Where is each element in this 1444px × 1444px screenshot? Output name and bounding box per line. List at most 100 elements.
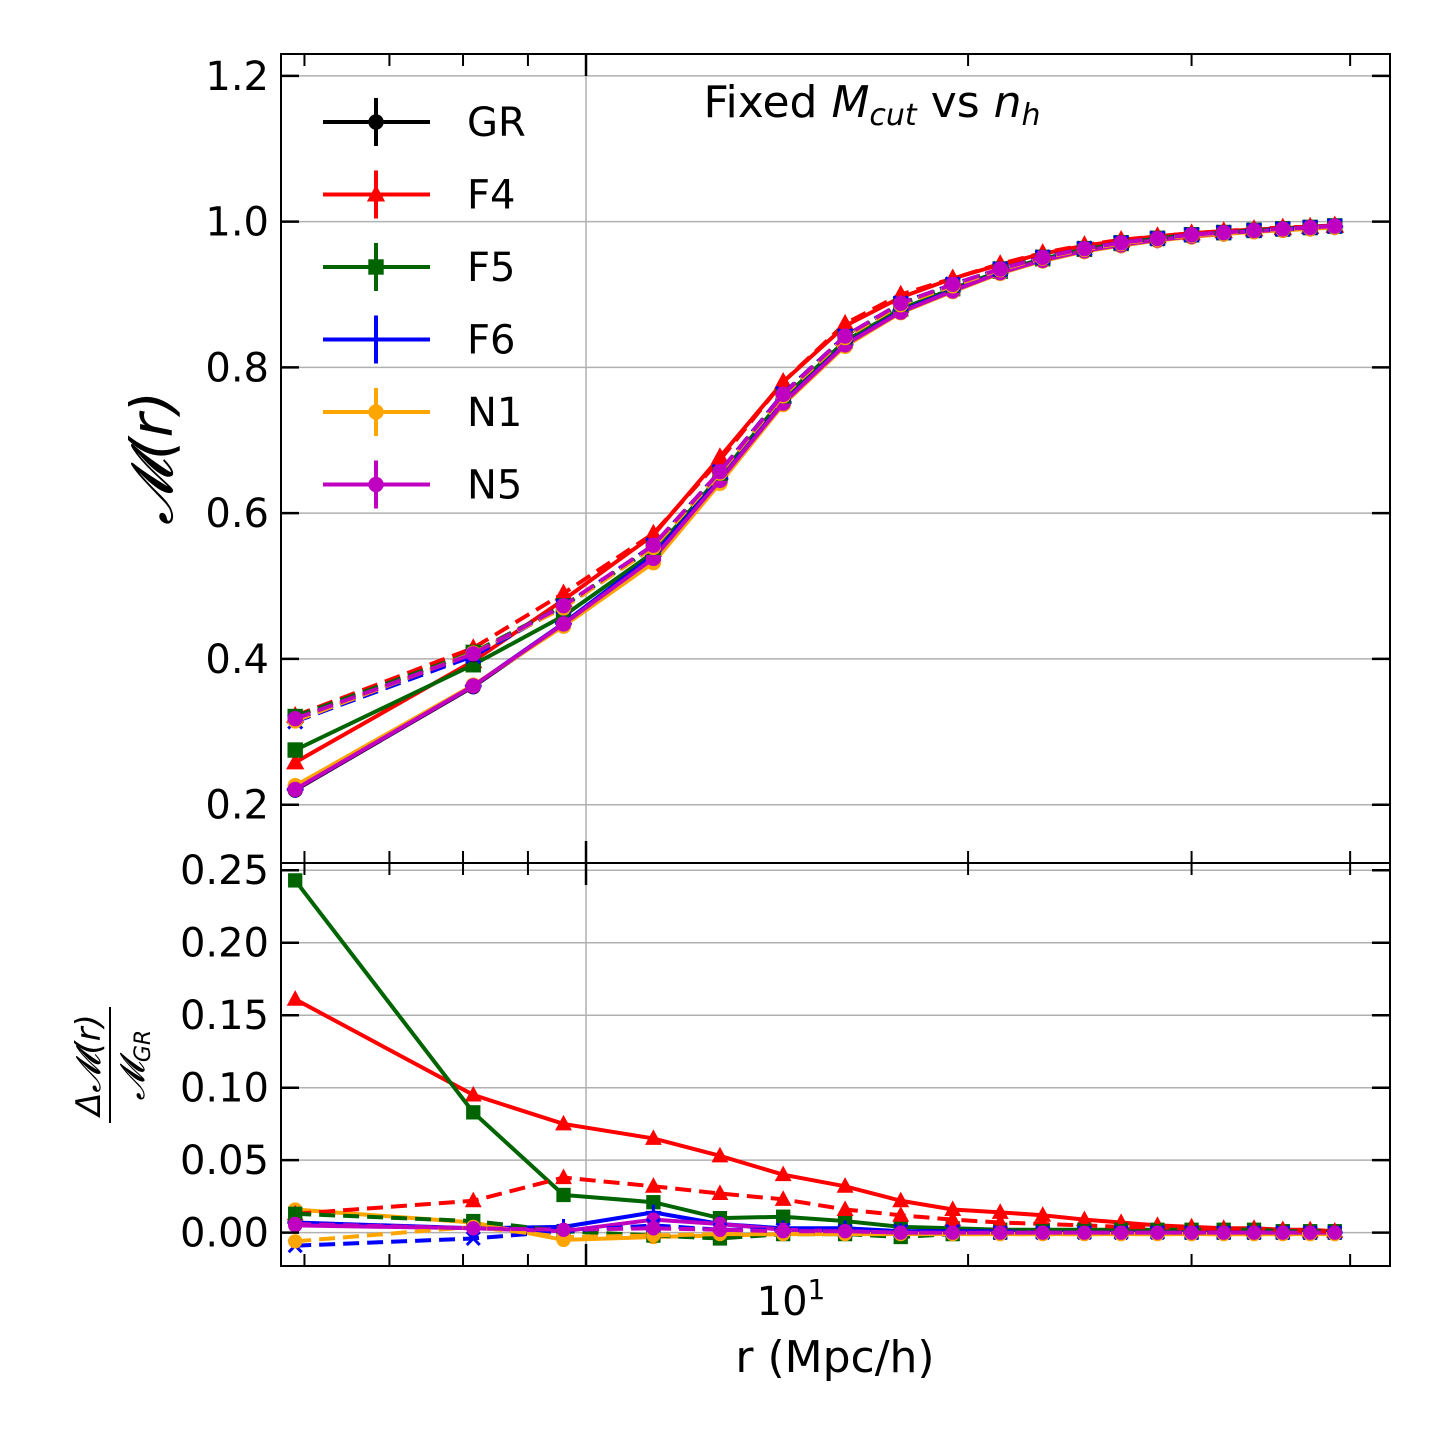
marker-circle	[1215, 224, 1232, 241]
marker-square	[556, 1187, 571, 1203]
marker-square	[288, 1206, 303, 1221]
marker-circle	[1035, 1225, 1050, 1240]
marker-triangle	[835, 313, 855, 331]
legend-item-f6: F6	[323, 315, 515, 364]
y-tick-label: 0.6	[205, 491, 269, 537]
series-line	[294, 997, 1335, 1234]
marker-circle	[1275, 1225, 1290, 1240]
x-tick-label-10: 101	[757, 1273, 826, 1325]
marker-circle	[945, 1225, 960, 1240]
bottom-y-label-numerator: Δ𝓜(r)	[69, 1014, 109, 1119]
marker-triangle	[944, 1200, 962, 1216]
marker-cross	[465, 1230, 481, 1247]
bottom-y-label-denominator: 𝓜GR	[113, 1030, 156, 1100]
top-title-n: n	[994, 77, 1022, 128]
marker-triangle	[836, 1177, 854, 1193]
marker-triangle	[892, 1206, 910, 1222]
bottom-series-layer	[286, 873, 1344, 1254]
legend-label: GR	[467, 100, 526, 146]
marker-circle	[288, 1234, 303, 1249]
marker-circle	[837, 328, 853, 344]
marker-circle	[645, 537, 662, 553]
marker-circle	[1216, 1225, 1231, 1240]
marker-circle	[368, 114, 384, 130]
marker-circle	[1275, 221, 1291, 237]
y-tick-label: 0.25	[180, 848, 269, 894]
marker-circle	[775, 386, 791, 403]
bottom-grid	[281, 863, 1390, 1266]
marker-circle	[992, 261, 1008, 277]
marker-square	[288, 873, 303, 888]
series-line	[294, 224, 1335, 765]
marker-circle	[1113, 235, 1129, 251]
legend-item-gr: GR	[323, 98, 526, 146]
top-title-prefix: Fixed	[703, 77, 831, 128]
y-tick-label: 0.05	[180, 1138, 269, 1184]
bottom-ticks: 0.00 0.05 0.10 0.15 0.20 0.25	[180, 848, 1390, 1266]
marker-circle	[465, 678, 481, 694]
marker-circle	[555, 616, 572, 632]
series-line	[295, 1221, 1335, 1235]
marker-triangle	[991, 1213, 1009, 1230]
marker-circle	[556, 1222, 571, 1237]
top-ticks: 0.2 0.4 0.6 0.8 1.0 1.2	[205, 54, 1390, 863]
y-tick-label: 0.2	[205, 783, 269, 829]
series-f6-dashed	[287, 217, 1343, 730]
marker-triangle	[554, 583, 573, 601]
series-line	[294, 224, 1335, 792]
marker-circle	[712, 463, 728, 480]
marker-circle	[555, 598, 572, 614]
marker-triangle	[991, 1203, 1009, 1219]
top-plot-frame	[280, 53, 1391, 864]
marker-triangle	[711, 1146, 729, 1163]
marker-triangle	[464, 1085, 482, 1102]
series-line	[294, 224, 1335, 721]
y-tick-label: 0.00	[180, 1211, 269, 1257]
series-line	[294, 224, 1335, 792]
marker-square	[646, 1195, 661, 1210]
legend-item-n1: N1	[323, 388, 522, 436]
marker-triangle	[944, 1210, 962, 1227]
series-gr-dashed	[287, 218, 1343, 728]
marker-square	[466, 1105, 481, 1120]
marker-circle	[368, 476, 384, 493]
marker-triangle	[555, 1114, 572, 1131]
series-line	[294, 223, 1335, 718]
marker-circle	[1113, 1225, 1129, 1240]
marker-triangle	[836, 1200, 854, 1216]
top-title-m: M	[831, 77, 869, 128]
y-tick-label: 0.4	[205, 637, 269, 683]
marker-circle	[893, 295, 909, 311]
marker-circle	[1302, 1225, 1318, 1240]
series-n1	[287, 219, 1343, 794]
legend-label: F5	[467, 245, 515, 291]
bottom-y-axis-label: Δ𝓜(r) 𝓜GR	[69, 1007, 156, 1123]
marker-circle	[1327, 218, 1343, 234]
series-line	[294, 224, 1335, 792]
marker-triangle	[366, 184, 386, 202]
series-f5-dashed	[287, 218, 1343, 725]
y-tick-label: 0.10	[180, 1066, 269, 1112]
series-n5-dashed	[288, 1216, 1342, 1240]
marker-circle	[1302, 219, 1318, 236]
series-f5	[288, 873, 1342, 1239]
top-y-axis-label: 𝓜(r)	[118, 391, 186, 525]
marker-circle	[776, 1224, 791, 1239]
top-grid	[281, 54, 1390, 863]
marker-triangle	[711, 1184, 729, 1201]
y-tick-label: 1.0	[205, 200, 269, 246]
marker-triangle	[774, 372, 793, 389]
marker-triangle	[710, 450, 730, 467]
legend-label: N5	[467, 463, 522, 509]
y-tick-label: 0.20	[180, 921, 269, 967]
top-title-mid: vs	[917, 77, 994, 128]
x-axis-label: r (Mpc/h)	[735, 1332, 934, 1383]
marker-circle	[1183, 227, 1200, 243]
marker-circle	[1184, 1225, 1199, 1240]
marker-circle	[1150, 1225, 1165, 1240]
series-n5	[287, 219, 1343, 798]
top-title-n-sub: h	[1022, 98, 1041, 133]
legend: GR F4 F5 F6 N1 N5	[323, 98, 526, 509]
marker-circle	[945, 276, 961, 293]
